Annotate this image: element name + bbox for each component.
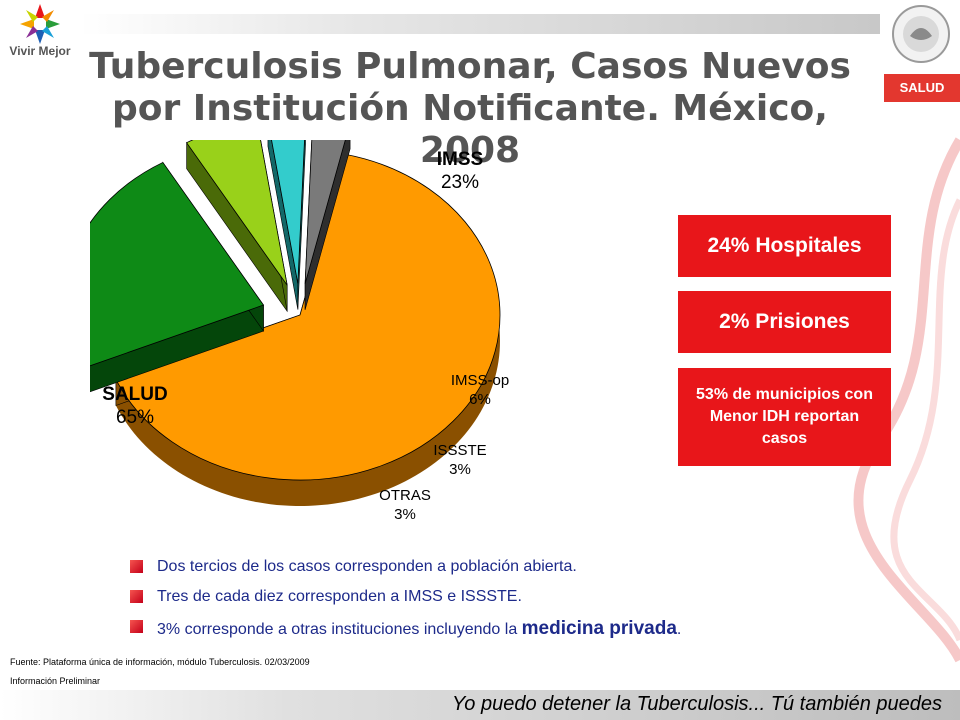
logo-left-text: Vivir Mejor [9, 44, 71, 58]
slice-value-label: 23% [441, 172, 479, 193]
vivir-mejor-logo [20, 4, 60, 44]
slice-name-label: ISSSTE [433, 442, 486, 459]
pie-slice-top [115, 153, 501, 481]
pie-slice-top [271, 140, 305, 284]
slice-name-label: IMSS [437, 149, 483, 170]
bullet-item: 3% corresponde a otras instituciones inc… [130, 618, 890, 642]
callout-hospitales: 24% Hospitales [678, 215, 891, 277]
pie-slice-top [90, 161, 265, 367]
slice-value-label: 6% [469, 391, 491, 408]
bullet-text-post: . [676, 621, 682, 638]
slice-value-label: 3% [394, 506, 416, 523]
bullet-item: Dos tercios de los casos corresponden a … [130, 558, 890, 582]
callout-prisiones: 2% Prisiones [678, 291, 891, 353]
bullet-text: Tres de cada diez corresponden a IMSS e … [157, 588, 522, 605]
bullet-text: Dos tercios de los casos corresponden a … [157, 558, 577, 575]
footer-slogan: Yo puedo detener la Tuberculosis... Tú t… [452, 693, 942, 715]
slice-value-label: 3% [449, 461, 471, 478]
pie-slice-imss-op [186, 140, 288, 313]
header-bar [80, 14, 880, 34]
bullet-square-icon [130, 620, 143, 633]
bullet-square-icon [130, 560, 143, 573]
pie-slice-imss [90, 161, 265, 393]
callout-municipios-text: 53% de municipios con Menor IDH reportan… [696, 386, 873, 447]
page-title: Tuberculosis Pulmonar, Casos Nuevos por … [60, 46, 880, 172]
footer-bar [0, 690, 960, 720]
slice-name-label: SALUD [102, 384, 167, 405]
source-note: Fuente: Plataforma única de información,… [10, 657, 310, 667]
slice-value-label: 65% [116, 407, 154, 428]
callout-municipios: 53% de municipios con Menor IDH reportan… [678, 368, 891, 466]
pie-slice-top [304, 140, 346, 284]
bullet-text-emphasis: medicina privada [521, 618, 677, 639]
bullet-text-pre: 3% corresponde a otras instituciones inc… [157, 621, 522, 638]
slice-name-label: OTRAS [379, 487, 431, 504]
bullet-text: 3% corresponde a otras instituciones inc… [157, 618, 681, 640]
title-line-1: Tuberculosis Pulmonar, Casos Nuevos [89, 46, 851, 87]
slice-name-label: IMSS-op [451, 372, 509, 389]
title-line-2: por Institución Notificante. México, 200… [112, 88, 828, 171]
mexico-seal-logo [892, 5, 950, 63]
pie-slice-otras [304, 140, 351, 310]
bullet-item: Tres de cada diez corresponden a IMSS e … [130, 588, 890, 612]
pie-slice-top [186, 140, 288, 286]
preliminary-note: Información Preliminar [10, 676, 101, 686]
salud-badge: SALUD [884, 74, 960, 102]
bullet-square-icon [130, 590, 143, 603]
pie-slice-issste [267, 140, 306, 310]
